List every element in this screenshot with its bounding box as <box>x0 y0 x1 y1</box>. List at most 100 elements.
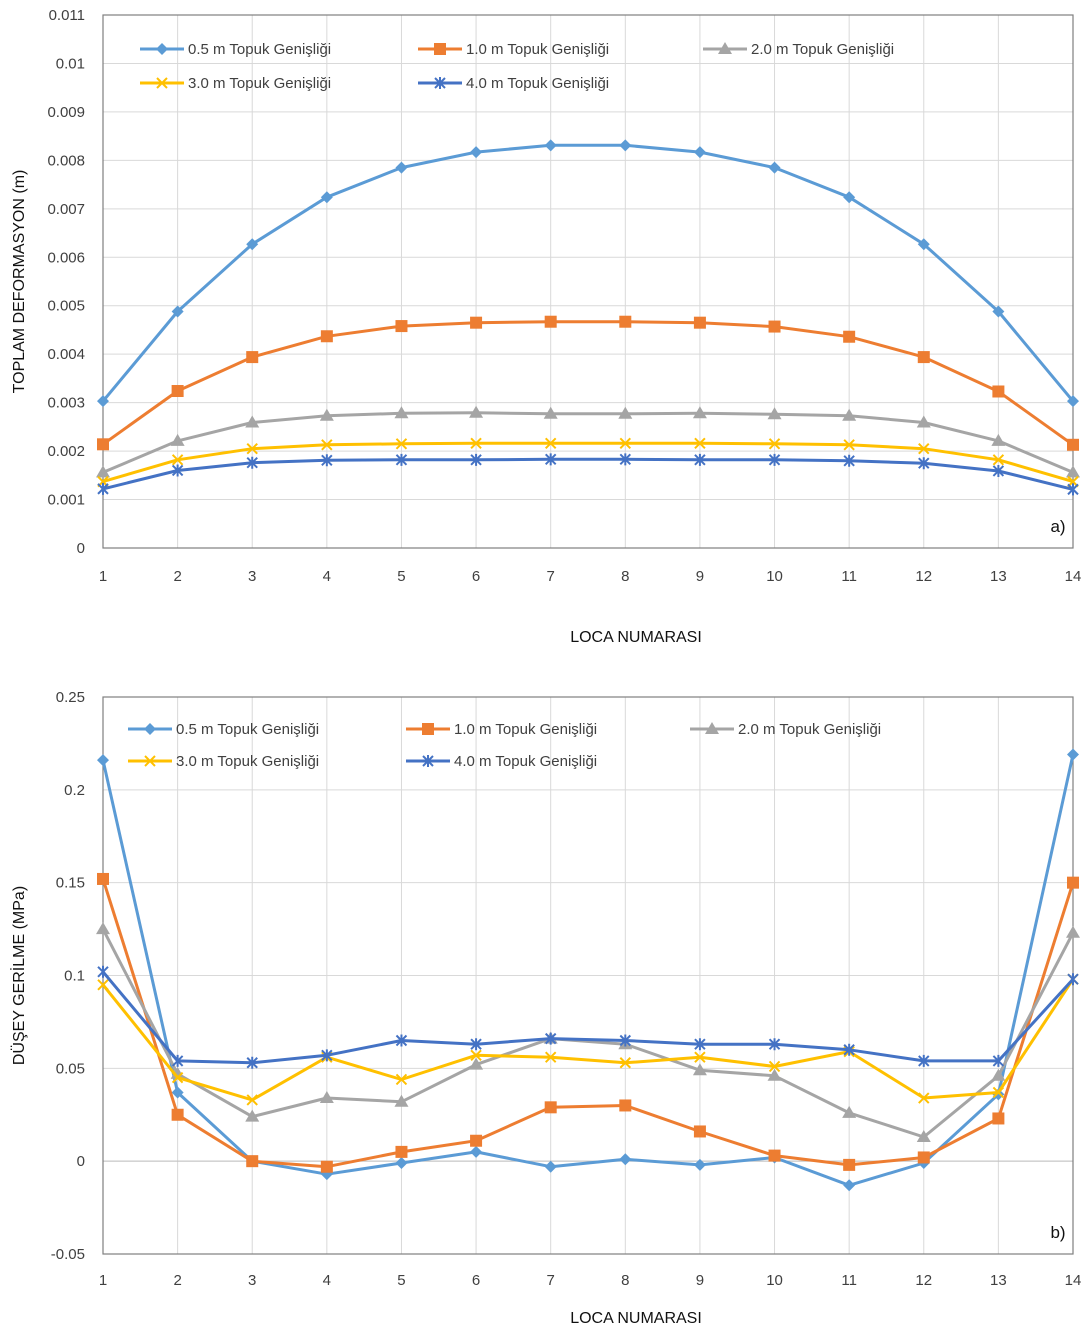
series-line <box>101 978 1075 1102</box>
x-tick-label: 5 <box>397 568 405 585</box>
data-point <box>991 433 1006 446</box>
data-point <box>544 1051 557 1063</box>
data-point <box>767 1068 782 1081</box>
data-point <box>395 1145 408 1158</box>
data-point <box>692 406 707 419</box>
data-point <box>170 433 185 446</box>
data-point <box>171 464 184 477</box>
data-point <box>394 1094 409 1107</box>
data-point <box>768 320 781 333</box>
legend-label: 1.0 m Topuk Genişliği <box>454 721 597 738</box>
legend-marker <box>144 723 156 735</box>
data-point <box>918 1054 930 1067</box>
data-point <box>470 1038 482 1051</box>
y-tick-label: 0.05 <box>56 1060 85 1077</box>
x-tick-label: 13 <box>990 568 1007 585</box>
data-point <box>918 1092 930 1104</box>
data-point <box>470 316 483 329</box>
panel-label: a) <box>1050 517 1065 536</box>
x-tick-label: 6 <box>472 568 480 585</box>
data-point <box>692 1063 707 1076</box>
data-point <box>97 395 109 408</box>
y-tick-label: 0.008 <box>47 152 85 169</box>
x-tick-label: 7 <box>547 568 555 585</box>
legend-label: 0.5 m Topuk Genişliği <box>176 721 319 738</box>
data-point <box>171 385 184 398</box>
data-point <box>544 315 557 328</box>
data-point <box>246 238 259 251</box>
data-point <box>97 965 109 978</box>
data-point <box>470 437 482 450</box>
data-point <box>991 1068 1006 1081</box>
data-point <box>992 305 1005 318</box>
data-point <box>245 1109 260 1122</box>
data-point <box>171 1108 184 1121</box>
data-point <box>843 330 856 343</box>
data-point <box>619 139 632 152</box>
x-tick-label: 10 <box>766 568 783 585</box>
data-point <box>693 316 706 329</box>
data-point <box>694 453 706 466</box>
x-tick-label: 5 <box>397 1272 405 1289</box>
data-point <box>992 464 1005 477</box>
series-line <box>101 143 1075 403</box>
data-point <box>843 454 855 467</box>
data-point <box>842 1105 857 1118</box>
data-point <box>918 442 930 455</box>
data-point <box>246 442 258 455</box>
data-point <box>469 405 484 418</box>
data-point <box>170 1066 185 1079</box>
legend-marker <box>144 755 156 767</box>
data-point <box>843 191 856 204</box>
series-line <box>101 878 1075 1169</box>
y-tick-label: 0.001 <box>47 492 85 509</box>
legend-label: 2.0 m Topuk Genişliği <box>738 721 881 738</box>
data-point <box>843 1179 856 1192</box>
y-tick-label: 0 <box>77 540 85 557</box>
data-point <box>768 161 781 174</box>
data-point <box>916 415 931 428</box>
data-point <box>319 1091 334 1104</box>
data-point <box>768 1149 781 1162</box>
series-line <box>102 457 1074 491</box>
x-tick-label: 3 <box>248 1272 256 1289</box>
data-point <box>319 408 334 421</box>
data-point <box>171 1054 184 1067</box>
x-tick-label: 11 <box>841 568 857 585</box>
data-point <box>321 1049 333 1062</box>
x-tick-label: 9 <box>696 568 704 585</box>
data-point <box>917 238 930 251</box>
y-tick-label: 0.25 <box>56 689 85 706</box>
x-tick-label: 14 <box>1065 1272 1082 1289</box>
data-point <box>97 438 109 451</box>
legend-label: 1.0 m Topuk Genişliği <box>466 41 609 58</box>
data-point <box>246 351 259 364</box>
legend-marker <box>156 43 168 55</box>
data-point <box>246 1094 258 1106</box>
data-point <box>618 406 633 419</box>
data-point <box>171 454 184 466</box>
legend-label: 2.0 m Topuk Genişliği <box>751 41 894 58</box>
data-point <box>543 406 558 419</box>
x-tick-label: 1 <box>99 1272 107 1289</box>
x-axis-title: LOCA NUMARASI <box>570 1310 702 1327</box>
chart-a-deformation: 0 0.001 0.002 0.003 0.004 0.005 0.006 0.007 0.00… <box>11 7 1081 646</box>
data-point <box>992 1086 1005 1099</box>
data-point <box>916 1130 931 1143</box>
y-axis-title: DÜŞEY GERİLME (MPa) <box>9 886 28 1065</box>
data-point <box>470 1134 483 1147</box>
data-point <box>544 139 557 152</box>
data-point <box>97 754 109 767</box>
data-point <box>544 437 557 450</box>
data-point <box>918 457 930 470</box>
legend-marker <box>434 43 446 55</box>
data-point <box>693 1125 706 1138</box>
data-point <box>1067 438 1079 451</box>
data-point <box>917 351 930 364</box>
data-point <box>321 454 333 467</box>
data-point <box>544 453 557 466</box>
data-point <box>470 1145 483 1158</box>
data-point <box>843 1043 855 1056</box>
